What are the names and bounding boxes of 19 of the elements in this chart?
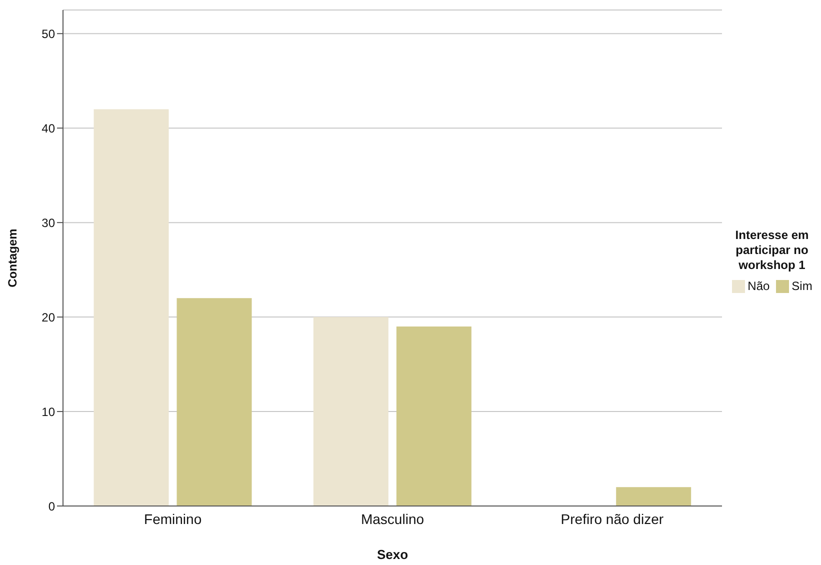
bar xyxy=(396,326,472,506)
bar xyxy=(94,109,169,506)
y-tick-label: 40 xyxy=(42,121,56,136)
legend-label: Não xyxy=(748,279,770,293)
y-tick-label: 10 xyxy=(42,404,56,419)
x-axis-title: Sexo xyxy=(376,547,408,562)
legend-title: Interesse em participar no workshop 1 xyxy=(734,228,810,273)
y-tick-label: 20 xyxy=(42,310,56,324)
y-tick-label: 50 xyxy=(42,26,56,41)
bar xyxy=(313,317,388,506)
x-tick-label: Masculino xyxy=(360,510,424,527)
y-axis-title: Contagem xyxy=(5,228,20,288)
bar xyxy=(616,487,692,506)
legend-label: Sim xyxy=(792,279,812,293)
bar xyxy=(176,298,252,506)
y-tick-label: 0 xyxy=(48,499,56,514)
x-tick-label: Feminino xyxy=(144,510,202,527)
x-tick-label: Prefiro não dizer xyxy=(560,510,664,527)
y-tick-label: 30 xyxy=(42,216,56,230)
